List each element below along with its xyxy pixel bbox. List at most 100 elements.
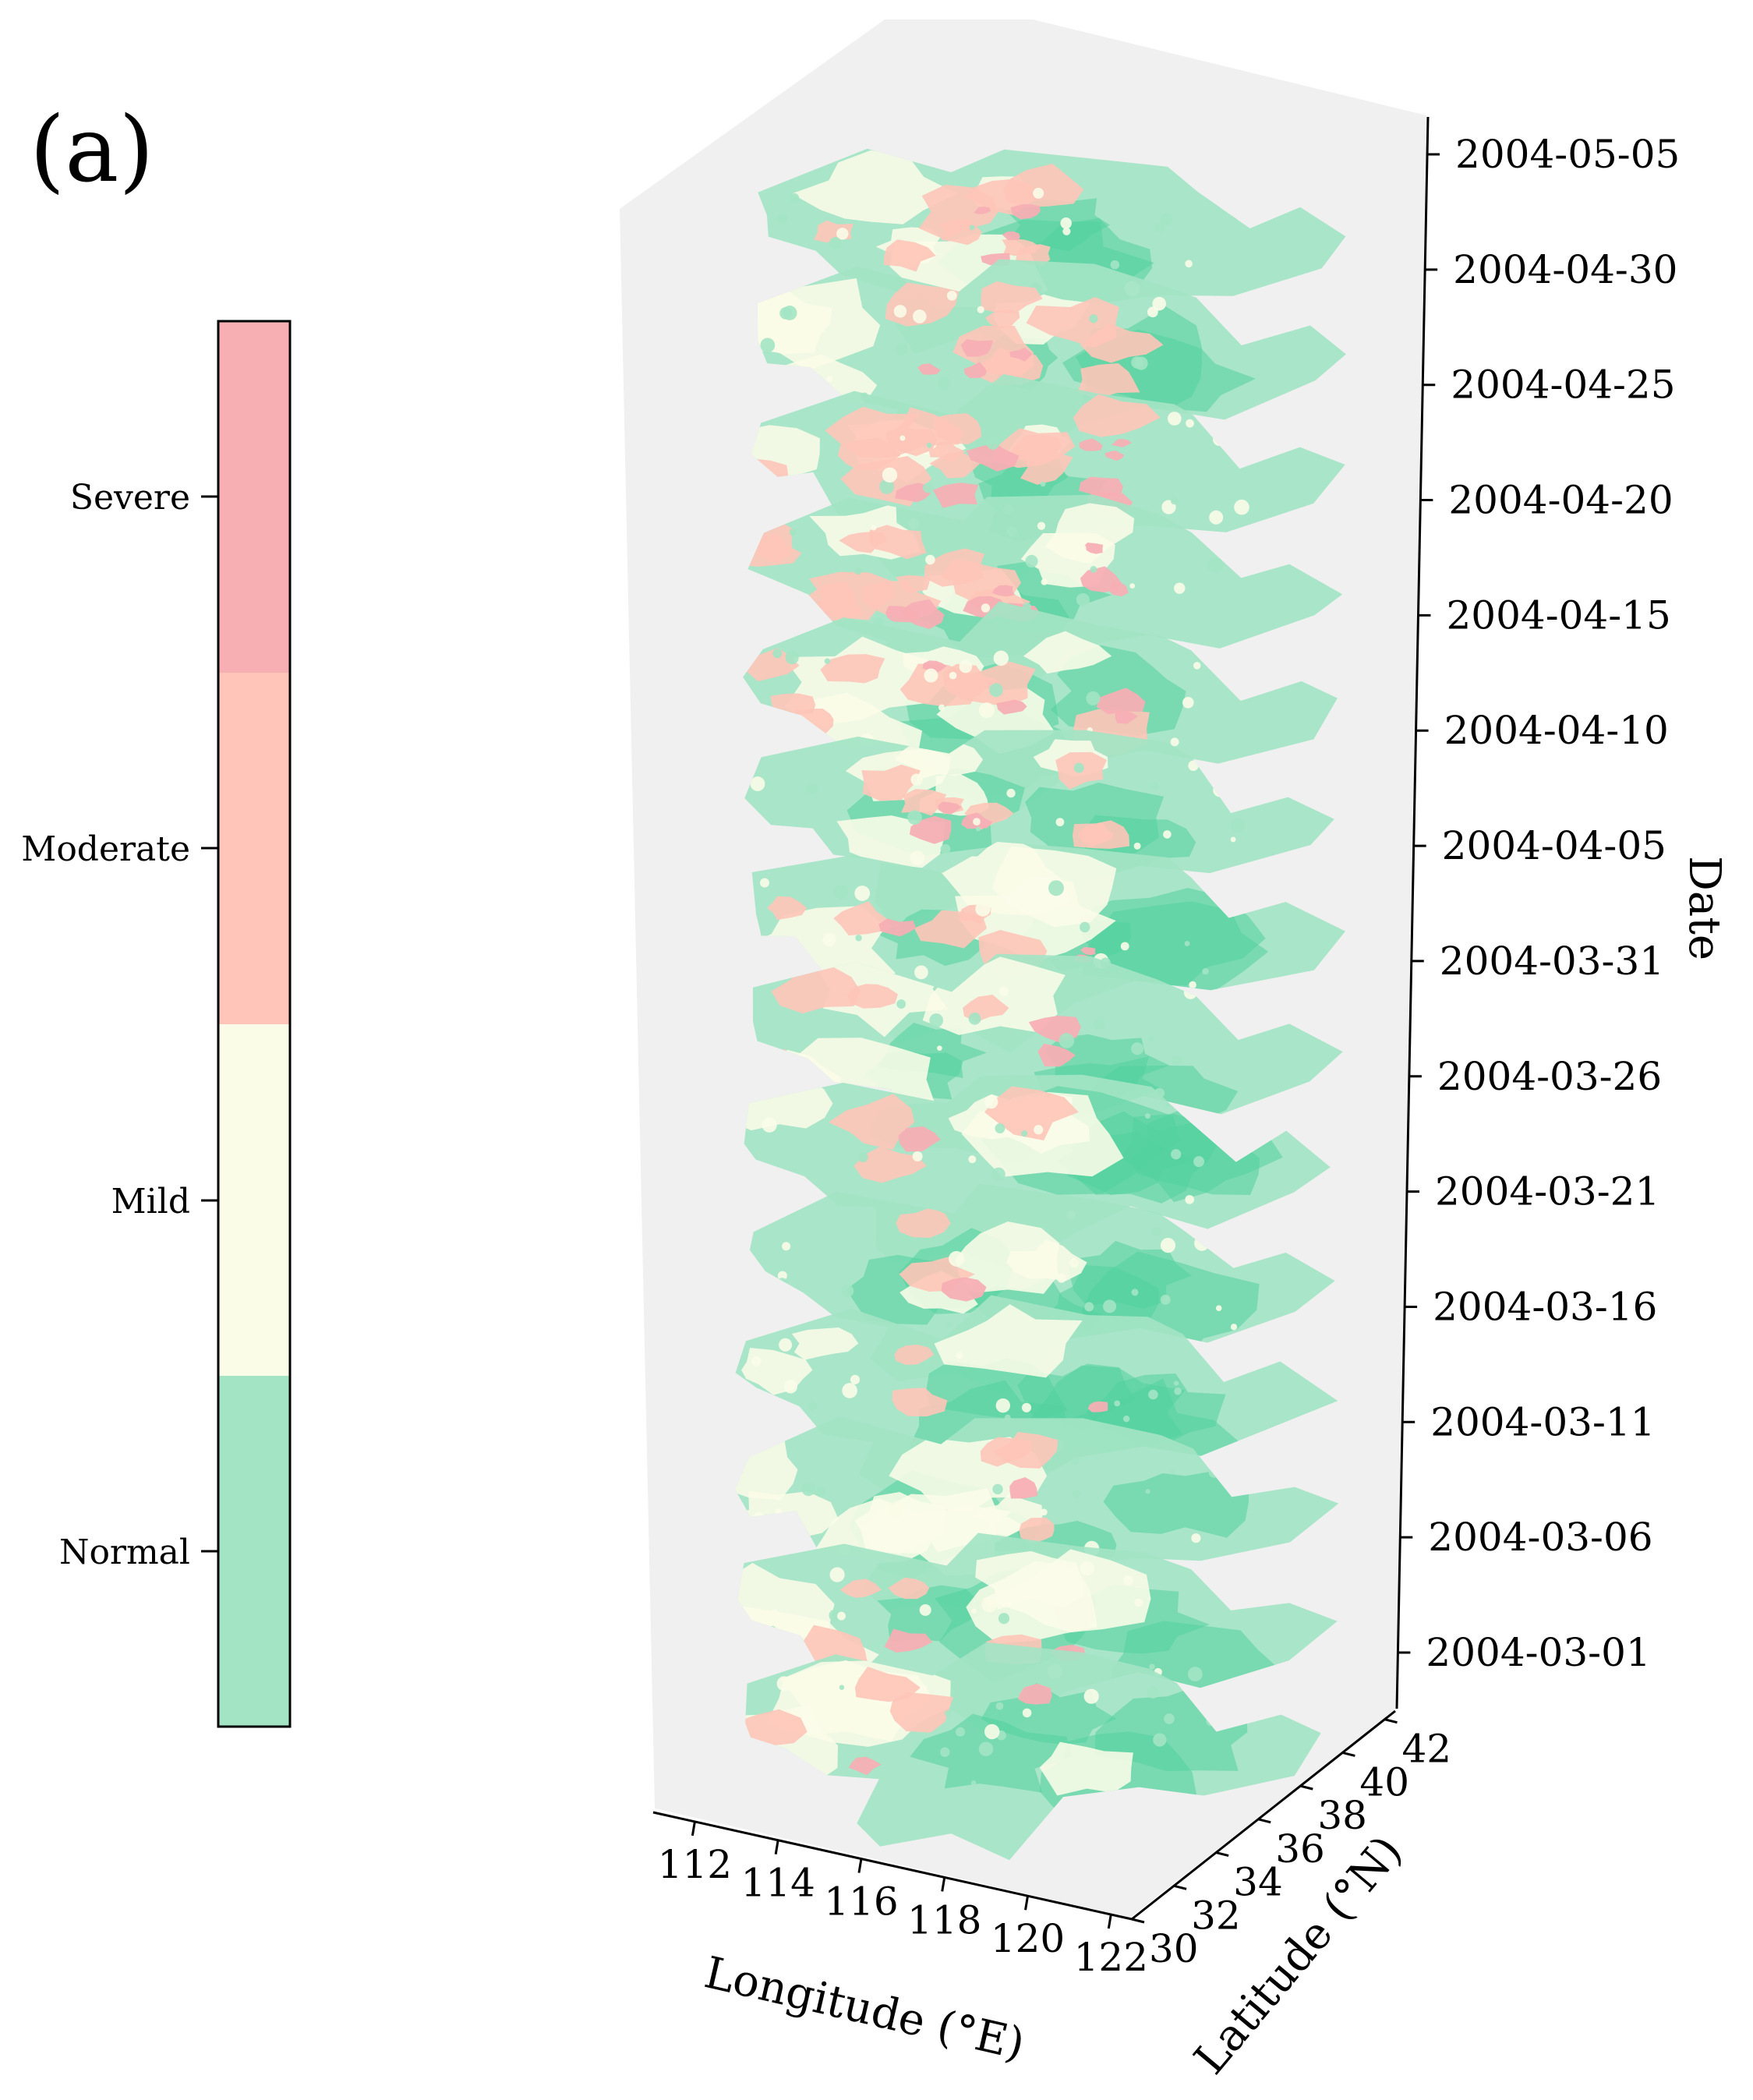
colorbar-segment-mild (218, 1024, 290, 1376)
severe-patch (960, 339, 994, 357)
z-tick-label: 2004-04-30 (1453, 247, 1677, 292)
speckle (889, 1502, 904, 1518)
speckle (1059, 1033, 1075, 1048)
speckle (907, 810, 922, 825)
speckle (1230, 1324, 1238, 1331)
speckle (896, 999, 907, 1009)
moderate-patch (854, 1146, 927, 1183)
speckle (751, 1356, 762, 1366)
z-axis-line (1395, 116, 1430, 1709)
speckle (1120, 942, 1129, 951)
speckle (1165, 1102, 1170, 1108)
speckle (1189, 981, 1196, 989)
speckle (1123, 1415, 1130, 1423)
colorbar-segment-normal (218, 1376, 290, 1727)
moderate-patch (1020, 452, 1073, 485)
panel-label: (a) (30, 97, 154, 203)
speckle (913, 309, 927, 323)
moderate-patch (1073, 394, 1161, 437)
speckle (956, 1727, 965, 1737)
speckle (1215, 1305, 1222, 1312)
speckle (1133, 842, 1141, 850)
z-tick-label: 2004-03-06 (1428, 1515, 1652, 1560)
speckle (777, 1271, 787, 1281)
speckle (1160, 1294, 1171, 1305)
moderate-patch (1002, 239, 1041, 256)
moderate-patch (985, 309, 1020, 329)
y-tick (1131, 1918, 1145, 1924)
speckle (1083, 1688, 1099, 1704)
severe-patch (848, 1756, 882, 1776)
speckle (782, 1242, 791, 1251)
x-tick (1024, 1895, 1030, 1911)
z-tick-label: 2004-03-01 (1426, 1630, 1650, 1675)
speckle (824, 658, 831, 664)
speckle (1062, 227, 1071, 235)
speckle (783, 1380, 797, 1394)
speckle (998, 986, 1009, 996)
moderate-patch (894, 1345, 935, 1365)
mild-patch (791, 150, 958, 224)
plot-3d: 2004-03-01 2004-03-06 2004-03-11 2004-03-16… (620, 19, 1730, 2084)
speckle (1185, 260, 1193, 268)
speckle (1170, 737, 1179, 747)
y-tick (1299, 1784, 1313, 1791)
speckle (998, 1613, 1010, 1624)
severe-patch (885, 606, 919, 623)
speckle (871, 525, 877, 531)
speckle (938, 704, 945, 711)
mild-patch (966, 1561, 1097, 1644)
speckle (1230, 836, 1236, 843)
speckle (995, 1398, 1010, 1413)
speckle (975, 826, 981, 832)
speckle (1193, 662, 1201, 670)
y-tick-label: 38 (1317, 1793, 1367, 1838)
speckle (779, 1338, 793, 1352)
speckle (1071, 1456, 1080, 1465)
severe-patch (974, 207, 991, 214)
speckle (833, 885, 849, 900)
speckle (1150, 782, 1159, 790)
z-tick-label: 2004-04-20 (1448, 478, 1673, 523)
mild-patch (757, 288, 832, 355)
speckle (841, 1285, 854, 1298)
speckle (1148, 1035, 1154, 1041)
speckle (1168, 412, 1182, 426)
speckle (956, 1352, 963, 1359)
speckle (1145, 1489, 1150, 1494)
severe-patch (963, 362, 987, 379)
speckle (984, 1094, 998, 1109)
severe-patch (1080, 946, 1096, 956)
moderate-patch (854, 1667, 921, 1702)
speckle (1169, 1469, 1175, 1475)
moderate-patch (839, 1579, 882, 1598)
speckle (829, 237, 842, 249)
speckle (762, 1117, 777, 1133)
y-tick (1215, 1851, 1229, 1858)
mild-patch (751, 425, 820, 479)
moderate-patch (889, 1692, 954, 1733)
speckle (771, 1609, 778, 1617)
speckle (1123, 1575, 1133, 1586)
speckle (1188, 760, 1199, 771)
speckle (1149, 1663, 1155, 1670)
speckle (1151, 1226, 1161, 1237)
moderate-patch (1080, 323, 1164, 363)
moderate-patch (833, 901, 888, 936)
speckle (899, 435, 906, 441)
speckle (1076, 592, 1090, 606)
map-layers (735, 148, 1346, 1861)
x-tick (774, 1840, 779, 1854)
y-tick (1384, 1718, 1398, 1724)
z-axis: 2004-03-01 2004-03-06 2004-03-11 2004-03-16… (1395, 116, 1730, 1709)
x-tick-label: 116 (824, 1879, 898, 1925)
mild-patch (1006, 1239, 1087, 1282)
speckle (1174, 582, 1186, 594)
severe-patch (910, 815, 952, 844)
speckle (1041, 578, 1048, 585)
severe-patch (938, 801, 962, 815)
z-tick-label: 2004-04-10 (1444, 708, 1669, 753)
speckle (995, 1702, 1004, 1710)
speckle (929, 1013, 944, 1027)
